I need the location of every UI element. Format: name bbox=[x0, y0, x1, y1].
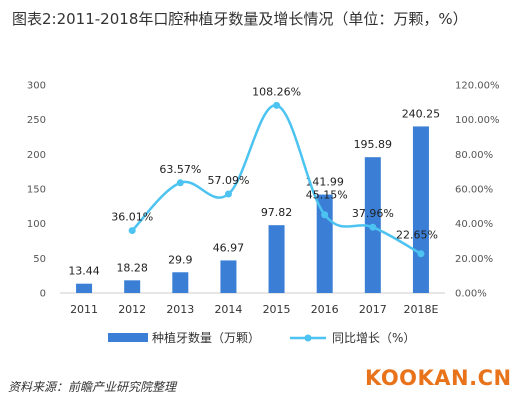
x-tick-label: 2012 bbox=[118, 303, 146, 316]
growth-value-label: 45.15% bbox=[306, 189, 348, 202]
x-tick-label: 2015 bbox=[263, 303, 291, 316]
y-right-tick-label: 0.00% bbox=[455, 289, 487, 300]
growth-value-label: 36.01% bbox=[111, 211, 153, 224]
bar bbox=[412, 126, 429, 293]
x-tick-label: 2014 bbox=[214, 303, 242, 316]
growth-point bbox=[128, 227, 136, 235]
x-tick-label: 2017 bbox=[359, 303, 387, 316]
growth-point bbox=[176, 179, 184, 187]
bar-value-label: 46.97 bbox=[213, 241, 245, 254]
x-tick-label: 2013 bbox=[166, 303, 194, 316]
y-left-tick-label: 250 bbox=[27, 115, 46, 126]
bar bbox=[268, 225, 285, 293]
growth-point bbox=[321, 211, 329, 219]
bar-value-label: 240.25 bbox=[402, 107, 441, 120]
y-right-tick-label: 100.00% bbox=[455, 115, 500, 126]
x-tick-label: 2016 bbox=[311, 303, 339, 316]
legend-bar-swatch bbox=[108, 333, 148, 342]
bar bbox=[124, 280, 141, 293]
y-right-tick-label: 120.00% bbox=[455, 81, 500, 92]
bar-value-label: 97.82 bbox=[261, 206, 293, 219]
growth-points bbox=[128, 101, 425, 258]
growth-point bbox=[273, 101, 281, 109]
chart-title: 图表2:2011-2018年口腔种植牙数量及增长情况（单位：万颗，%） bbox=[12, 10, 468, 28]
y-right-tick-label: 40.00% bbox=[455, 219, 493, 230]
y-left-tick-label: 300 bbox=[27, 81, 46, 92]
growth-point bbox=[224, 190, 232, 198]
y-left-tick-label: 50 bbox=[33, 254, 46, 265]
growth-value-label: 63.57% bbox=[159, 163, 201, 176]
legend-bar-label: 种植牙数量（万颗） bbox=[152, 330, 260, 345]
bar bbox=[172, 272, 189, 293]
y-axis-left: 0 50 100 150 200 250 300 bbox=[27, 81, 46, 300]
growth-value-label: 108.26% bbox=[252, 85, 301, 98]
bar-value-label: 29.9 bbox=[168, 253, 193, 266]
y-axis-right: 0.00% 20.00% 40.00% 60.00% 80.00% 100.00% 120.… bbox=[455, 81, 500, 300]
y-left-tick-label: 100 bbox=[27, 219, 46, 230]
watermark-brand: KOOKAN.CN bbox=[365, 366, 512, 390]
x-axis-ticks: 2011 2012 2013 2014 2015 2016 2017 2018E bbox=[70, 303, 438, 316]
bar-value-label: 18.28 bbox=[116, 261, 148, 274]
growth-point bbox=[417, 250, 425, 258]
growth-labels: 36.01% 63.57% 57.09% 108.26% 45.15% 37.96%22.… bbox=[111, 85, 438, 241]
bar bbox=[76, 283, 93, 293]
bar-series bbox=[76, 126, 429, 293]
x-tick-label: 2011 bbox=[70, 303, 98, 316]
bar bbox=[316, 194, 333, 293]
growth-value-label: 22.65% bbox=[396, 229, 438, 242]
bar-value-label: 141.99 bbox=[305, 176, 344, 189]
bar bbox=[220, 260, 237, 293]
legend: 种植牙数量（万颗） 同比增长（%） bbox=[108, 330, 415, 345]
growth-point bbox=[369, 223, 377, 231]
y-right-tick-label: 80.00% bbox=[455, 150, 493, 161]
growth-value-label: 57.09% bbox=[207, 174, 249, 187]
bar-value-label: 195.89 bbox=[354, 138, 393, 151]
y-right-tick-label: 60.00% bbox=[455, 185, 493, 196]
legend-line-label: 同比增长（%） bbox=[332, 331, 415, 345]
y-right-tick-label: 20.00% bbox=[455, 254, 493, 265]
y-left-tick-label: 0 bbox=[40, 289, 46, 300]
x-tick-label: 2018E bbox=[403, 303, 438, 316]
bar-value-label: 13.44 bbox=[68, 265, 100, 278]
y-left-tick-label: 200 bbox=[27, 150, 46, 161]
legend-line-marker bbox=[304, 334, 312, 342]
source-note: 资料来源：前瞻产业研究院整理 bbox=[8, 380, 177, 394]
growth-value-label: 37.96% bbox=[352, 207, 394, 220]
bar-labels: 13.44 18.28 29.9 46.97 97.82 141.99 195.89 240.… bbox=[68, 107, 440, 277]
y-left-tick-label: 150 bbox=[27, 185, 46, 196]
